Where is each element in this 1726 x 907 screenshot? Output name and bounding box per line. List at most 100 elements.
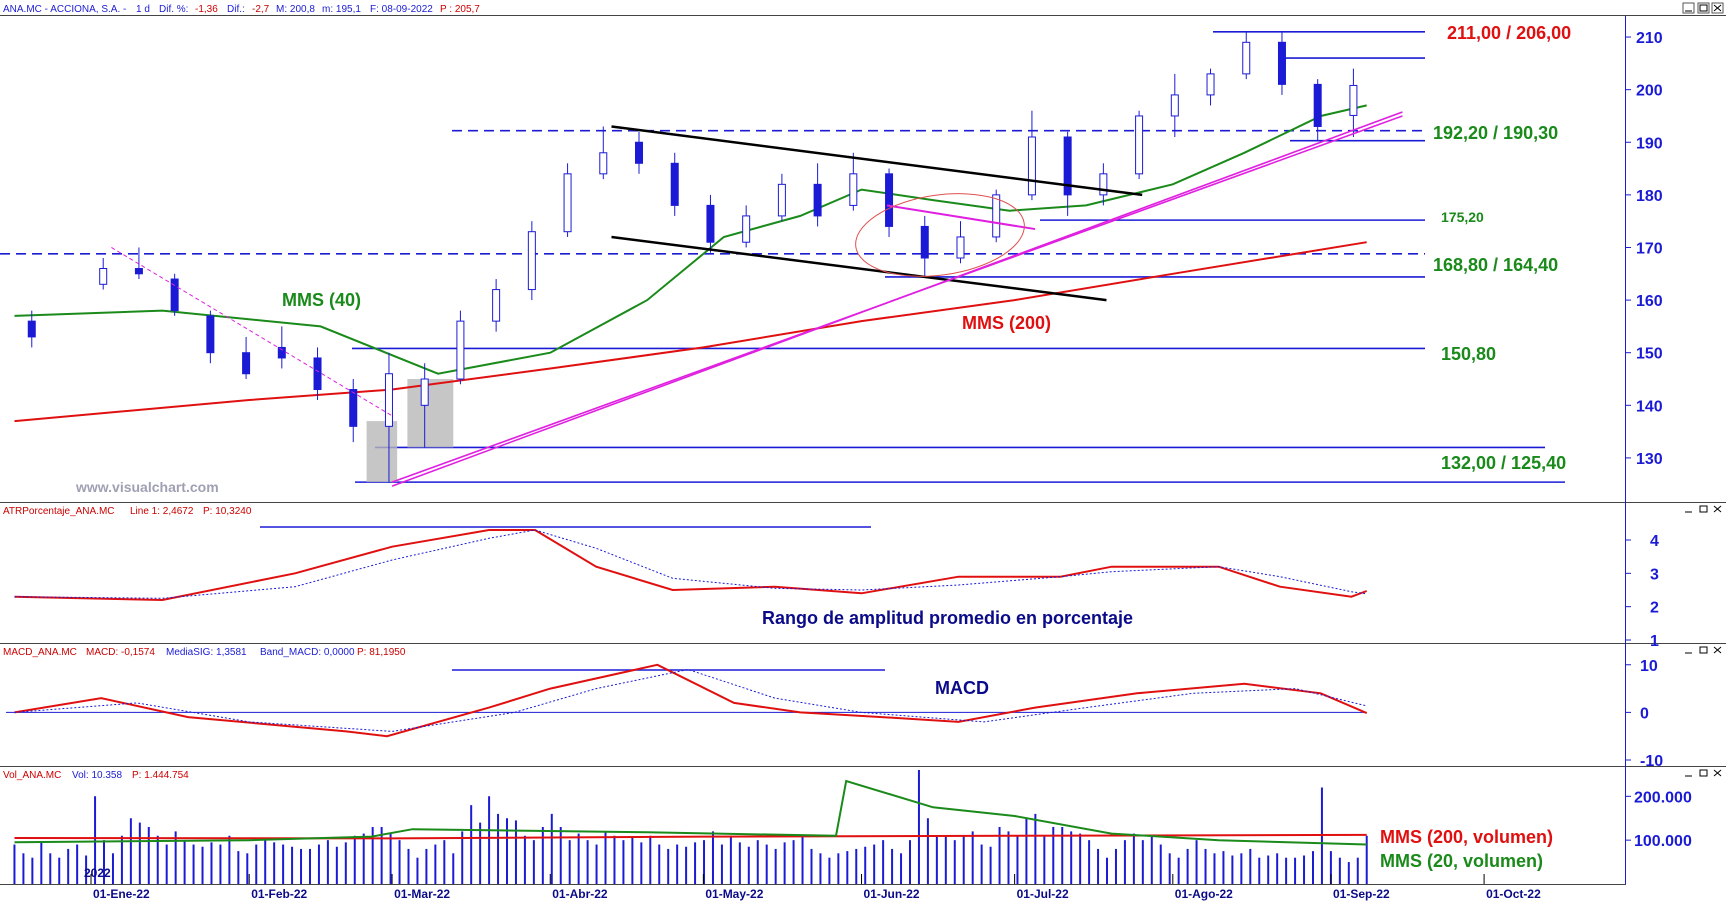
candle bbox=[706, 194, 715, 253]
candle-body bbox=[349, 389, 358, 427]
candle bbox=[242, 336, 251, 379]
panel-frame bbox=[0, 15, 1726, 885]
atr-series bbox=[14, 529, 1368, 602]
price-tick-label: 160 bbox=[1636, 293, 1663, 310]
header-dif-pct-label: Dif. %: bbox=[159, 4, 188, 15]
date-tick-label: 01-Abr-22 bbox=[552, 887, 608, 901]
channel-line bbox=[611, 235, 1107, 302]
minimize-button[interactable] bbox=[1682, 2, 1695, 14]
candle bbox=[742, 205, 751, 248]
consolidation-zone bbox=[366, 421, 398, 483]
header-min: m: 195,1 bbox=[322, 4, 361, 15]
price-tick-label: 140 bbox=[1636, 398, 1663, 415]
candle-body bbox=[992, 194, 1001, 238]
label-level-132-125: 132,00 / 125,40 bbox=[1441, 453, 1566, 473]
atr-tick-label: 2 bbox=[1650, 600, 1659, 617]
support-trendline bbox=[391, 111, 1403, 487]
atr-tick-label: 1 bbox=[1650, 633, 1659, 650]
candle-body bbox=[1242, 41, 1251, 75]
consolidation-zone bbox=[407, 379, 454, 448]
date-tick-label: 01-Ago-22 bbox=[1175, 887, 1233, 901]
macd-header: MACD_ANA.MC MACD: -0,1574 MediaSIG: 1,35… bbox=[3, 647, 406, 658]
candle bbox=[920, 215, 929, 277]
label-mms200: MMS (200) bbox=[962, 313, 1051, 333]
macd-series bbox=[6, 663, 1368, 738]
macd-tick-label: 0 bbox=[1640, 705, 1649, 722]
atr-line bbox=[14, 529, 1368, 602]
candle bbox=[670, 152, 679, 216]
macd-annotation: MACD bbox=[935, 678, 989, 698]
candle bbox=[1277, 31, 1286, 95]
candle-body bbox=[134, 268, 143, 275]
candle-body bbox=[492, 289, 501, 322]
candle bbox=[956, 221, 965, 264]
candlesticks bbox=[27, 31, 1358, 483]
macd-header-macd: MACD: -0,1574 bbox=[86, 647, 155, 658]
channel-line bbox=[611, 125, 1143, 197]
macd-window-buttons bbox=[1685, 646, 1722, 654]
macd-close-button[interactable] bbox=[1713, 646, 1722, 654]
atr-maximize-button[interactable] bbox=[1699, 505, 1708, 513]
volume-close-button[interactable] bbox=[1713, 769, 1722, 777]
candle bbox=[1206, 68, 1215, 106]
macd-maximize-button[interactable] bbox=[1699, 646, 1708, 654]
candle bbox=[635, 131, 644, 174]
candle-body bbox=[777, 183, 786, 217]
atr-y-axis: 1 2 3 4 bbox=[1625, 533, 1659, 650]
header-dif-label: Dif.: bbox=[227, 4, 245, 15]
candle-body bbox=[206, 315, 215, 354]
header-dif: -2,7 bbox=[252, 4, 270, 15]
maximize-button[interactable] bbox=[1697, 2, 1710, 14]
header-max: M: 200,8 bbox=[276, 4, 315, 15]
candle-body bbox=[920, 225, 929, 259]
label-level-168-164: 168,80 / 164,40 bbox=[1433, 255, 1558, 275]
candle-body bbox=[1135, 115, 1144, 175]
header-date: F: 08-09-2022 bbox=[370, 4, 433, 15]
price-y-axis: 130 140 150 160 170 180 190 200 210 bbox=[1625, 30, 1663, 468]
close-button[interactable] bbox=[1711, 2, 1724, 14]
candle bbox=[134, 247, 143, 280]
candle-body bbox=[1099, 173, 1108, 196]
candle-body bbox=[885, 173, 894, 227]
candle-body bbox=[420, 378, 429, 406]
macd-header-band: Band_MACD: 0,0000 bbox=[260, 647, 355, 658]
price-tick-label: 180 bbox=[1636, 188, 1663, 205]
watermark: www.visualchart.com bbox=[75, 479, 219, 495]
macd-header-name: MACD_ANA.MC bbox=[3, 647, 77, 658]
volume-header-vol: Vol: 10.358 bbox=[72, 770, 122, 781]
atr-annotation: Rango de amplitud promedio en porcentaje bbox=[762, 608, 1133, 628]
candle-body bbox=[384, 373, 393, 427]
label-level-175: 175,20 bbox=[1441, 209, 1484, 225]
candle bbox=[813, 163, 822, 227]
candle-body bbox=[1063, 136, 1072, 196]
header-period: 1 d bbox=[136, 4, 150, 15]
atr-close-button[interactable] bbox=[1713, 505, 1722, 513]
candle bbox=[492, 279, 501, 332]
price-tick-label: 190 bbox=[1636, 135, 1663, 152]
candle-body bbox=[527, 231, 536, 291]
volume-window-buttons bbox=[1685, 769, 1722, 777]
atr-tick-label: 3 bbox=[1650, 566, 1659, 583]
year-marker: 2022 bbox=[84, 866, 111, 880]
price-shading bbox=[366, 379, 454, 483]
volume-maximize-button[interactable] bbox=[1699, 769, 1708, 777]
candle-body bbox=[313, 357, 322, 391]
price-tick-label: 200 bbox=[1636, 83, 1663, 100]
candle bbox=[1099, 163, 1108, 206]
candle-body bbox=[277, 346, 286, 359]
candle-body bbox=[456, 320, 465, 380]
volume-bars bbox=[13, 770, 1368, 884]
atr-header-p: P: 10,3240 bbox=[203, 506, 252, 517]
candle-body bbox=[1170, 94, 1179, 117]
candle bbox=[777, 173, 786, 222]
candle-body bbox=[1027, 136, 1036, 196]
candle bbox=[206, 310, 215, 364]
candle bbox=[349, 379, 358, 443]
volume-y-axis: 100.000 200.000 bbox=[1625, 789, 1692, 850]
candle-body bbox=[27, 320, 36, 338]
mms200-line bbox=[14, 241, 1367, 423]
header-dif-pct: -1,36 bbox=[195, 4, 218, 15]
candle bbox=[1170, 73, 1179, 137]
candle-body bbox=[1277, 41, 1286, 85]
